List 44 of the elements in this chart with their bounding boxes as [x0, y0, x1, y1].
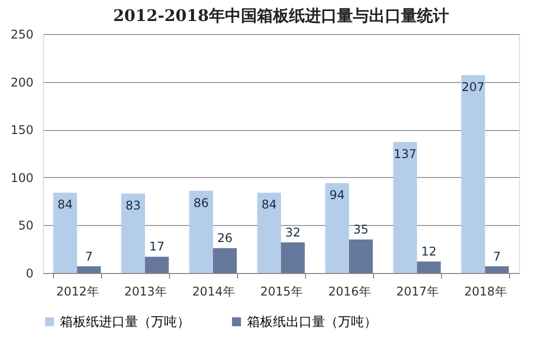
bar — [257, 192, 281, 273]
bar — [53, 192, 77, 273]
data-label: 7 — [493, 249, 501, 264]
y-tick-label: 150 — [10, 123, 34, 138]
data-label: 86 — [193, 196, 209, 210]
y-tick-label: 0 — [26, 266, 34, 280]
y-tick-label: 250 — [10, 28, 34, 42]
data-label: 7 — [85, 249, 93, 264]
data-label: 12 — [421, 244, 437, 259]
bar — [77, 266, 101, 273]
data-label: 17 — [149, 240, 165, 254]
data-label: 32 — [285, 225, 301, 240]
x-tick-label: 2012年 — [56, 284, 99, 298]
x-tick-label: 2017年 — [396, 284, 439, 298]
bar — [325, 183, 349, 273]
data-label: 26 — [217, 231, 233, 246]
data-label: 83 — [125, 198, 141, 213]
data-label: 35 — [353, 222, 369, 237]
bar — [189, 190, 213, 273]
data-label: 207 — [462, 80, 485, 94]
bar — [417, 262, 441, 273]
x-tick-label: 2018年 — [464, 284, 507, 298]
chart-title: 2012-2018年中国箱板纸进口量与出口量统计 — [113, 6, 449, 25]
bar — [145, 256, 169, 273]
x-tick-label: 2016年 — [328, 284, 371, 298]
data-label: 94 — [329, 188, 345, 202]
y-tick-label: 50 — [18, 218, 34, 233]
bar — [349, 240, 373, 273]
y-tick-label: 200 — [10, 75, 34, 90]
bar — [461, 75, 485, 273]
x-tick-label: 2015年 — [260, 284, 303, 298]
legend-label: 箱板纸出口量（万吨） — [247, 314, 377, 330]
x-tick-label: 2013年 — [124, 284, 167, 298]
data-label: 137 — [394, 147, 417, 162]
data-label: 84 — [261, 198, 277, 212]
bar — [121, 194, 145, 273]
legend-label: 箱板纸进口量（万吨） — [60, 314, 190, 330]
bar — [281, 242, 305, 273]
data-label: 84 — [57, 198, 73, 212]
bar — [485, 266, 509, 273]
y-tick-label: 100 — [10, 170, 34, 185]
bar — [393, 142, 417, 273]
bar — [213, 248, 237, 273]
x-tick-label: 2014年 — [192, 284, 235, 298]
